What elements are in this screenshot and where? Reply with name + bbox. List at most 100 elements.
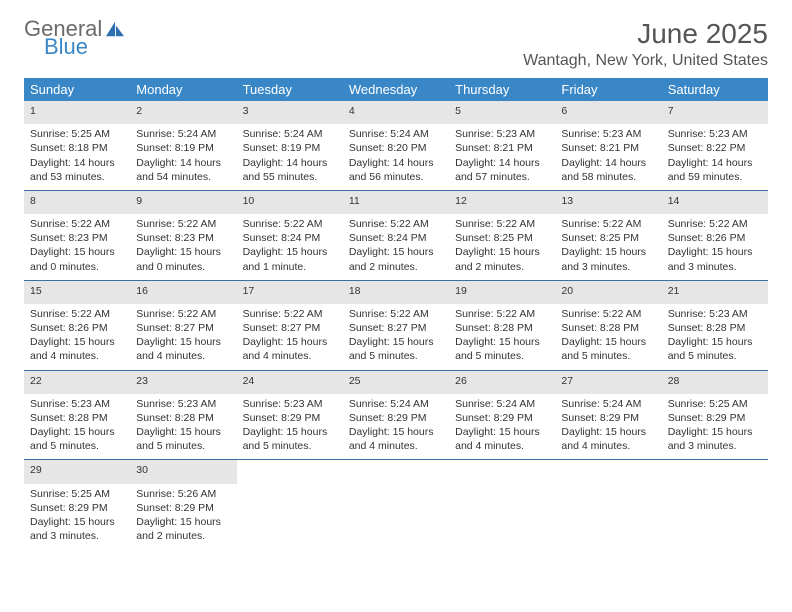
day-number: 7 [662,101,768,124]
day-number: 20 [555,280,661,304]
daylight-text: and 59 minutes. [668,170,762,184]
daylight-text: Daylight: 14 hours [455,156,549,170]
day-cell: Sunrise: 5:24 AMSunset: 8:29 PMDaylight:… [449,394,555,460]
daylight-text: and 3 minutes. [561,260,655,274]
sunset-text: Sunset: 8:21 PM [561,141,655,155]
day-cell [662,484,768,550]
sunset-text: Sunset: 8:27 PM [243,321,337,335]
daylight-text: Daylight: 15 hours [561,245,655,259]
day-cell: Sunrise: 5:25 AMSunset: 8:29 PMDaylight:… [24,484,130,550]
daylight-text: and 53 minutes. [30,170,124,184]
sunset-text: Sunset: 8:28 PM [561,321,655,335]
day-number: 6 [555,101,661,124]
sunrise-text: Sunrise: 5:22 AM [30,217,124,231]
sunrise-text: Sunrise: 5:22 AM [136,307,230,321]
sunrise-text: Sunrise: 5:22 AM [243,307,337,321]
day-cell [449,484,555,550]
sunset-text: Sunset: 8:19 PM [136,141,230,155]
daylight-text: and 2 minutes. [455,260,549,274]
day-number: 10 [237,190,343,214]
daylight-text: and 4 minutes. [349,439,443,453]
day-number: 12 [449,190,555,214]
sunset-text: Sunset: 8:20 PM [349,141,443,155]
daylight-text: Daylight: 15 hours [136,515,230,529]
day-cell: Sunrise: 5:23 AMSunset: 8:28 PMDaylight:… [130,394,236,460]
month-title: June 2025 [523,18,768,50]
day-number [237,460,343,484]
day-number: 5 [449,101,555,124]
daylight-text: and 5 minutes. [668,349,762,363]
daylight-text: and 4 minutes. [455,439,549,453]
day-cell: Sunrise: 5:22 AMSunset: 8:25 PMDaylight:… [449,214,555,280]
sunset-text: Sunset: 8:29 PM [349,411,443,425]
day-cell: Sunrise: 5:22 AMSunset: 8:28 PMDaylight:… [449,304,555,370]
day-number: 25 [343,370,449,394]
sunset-text: Sunset: 8:27 PM [136,321,230,335]
sunrise-text: Sunrise: 5:22 AM [561,307,655,321]
daylight-text: and 5 minutes. [455,349,549,363]
sunrise-text: Sunrise: 5:25 AM [668,397,762,411]
sunset-text: Sunset: 8:29 PM [30,501,124,515]
daylight-text: and 55 minutes. [243,170,337,184]
sunset-text: Sunset: 8:28 PM [30,411,124,425]
calendar-body: 1234567Sunrise: 5:25 AMSunset: 8:18 PMDa… [24,101,768,549]
daynum-row: 891011121314 [24,190,768,214]
day-cell: Sunrise: 5:25 AMSunset: 8:29 PMDaylight:… [662,394,768,460]
day-number: 22 [24,370,130,394]
daylight-text: and 0 minutes. [136,260,230,274]
sunset-text: Sunset: 8:21 PM [455,141,549,155]
day-number: 18 [343,280,449,304]
day-cell [237,484,343,550]
sunrise-text: Sunrise: 5:22 AM [349,217,443,231]
daylight-text: Daylight: 14 hours [136,156,230,170]
day-number: 24 [237,370,343,394]
day-cell: Sunrise: 5:22 AMSunset: 8:27 PMDaylight:… [237,304,343,370]
day-cell: Sunrise: 5:23 AMSunset: 8:21 PMDaylight:… [449,124,555,190]
daylight-text: Daylight: 15 hours [455,245,549,259]
sunset-text: Sunset: 8:24 PM [349,231,443,245]
day-number: 8 [24,190,130,214]
sunrise-text: Sunrise: 5:23 AM [668,307,762,321]
day-number: 15 [24,280,130,304]
week-row: Sunrise: 5:25 AMSunset: 8:18 PM Daylight:… [24,124,768,190]
day-cell: Sunrise: 5:22 AMSunset: 8:24 PMDaylight:… [237,214,343,280]
weekday-header: Saturday [662,78,768,101]
sunset-text: Sunset: 8:28 PM [668,321,762,335]
daylight-text: Daylight: 14 hours [668,156,762,170]
day-cell: Sunrise: 5:24 AMSunset: 8:29 PMDaylight:… [343,394,449,460]
sunset-text: Sunset: 8:29 PM [668,411,762,425]
daylight-text: and 58 minutes. [561,170,655,184]
daylight-text: Daylight: 15 hours [561,335,655,349]
day-cell: Sunrise: 5:22 AMSunset: 8:24 PMDaylight:… [343,214,449,280]
sunrise-text: Sunrise: 5:25 AM [30,127,124,141]
sunset-text: Sunset: 8:18 PM [30,141,124,155]
daynum-row: 22232425262728 [24,370,768,394]
daylight-text: Daylight: 15 hours [349,245,443,259]
week-row: Sunrise: 5:22 AMSunset: 8:23 PMDaylight:… [24,214,768,280]
day-number [449,460,555,484]
day-number: 29 [24,460,130,484]
sunset-text: Sunset: 8:29 PM [243,411,337,425]
week-row: Sunrise: 5:22 AMSunset: 8:26 PMDaylight:… [24,304,768,370]
logo-text-2: Blue [44,36,88,58]
sunset-text: Sunset: 8:23 PM [30,231,124,245]
sunrise-text: Sunrise: 5:23 AM [243,397,337,411]
header: General Blue June 2025 Wantagh, New York… [24,18,768,70]
location: Wantagh, New York, United States [523,52,768,70]
daylight-text: and 4 minutes. [243,349,337,363]
day-cell: Sunrise: 5:26 AMSunset: 8:29 PMDaylight:… [130,484,236,550]
day-number: 30 [130,460,236,484]
daylight-text: and 5 minutes. [136,439,230,453]
sunrise-text: Sunrise: 5:22 AM [136,217,230,231]
sunrise-text: Sunrise: 5:24 AM [136,127,230,141]
sunset-text: Sunset: 8:19 PM [243,141,337,155]
daylight-text: and 0 minutes. [30,260,124,274]
daylight-text: Daylight: 15 hours [243,245,337,259]
daynum-row: 2930 [24,460,768,484]
day-number: 14 [662,190,768,214]
day-cell: Sunrise: 5:25 AMSunset: 8:18 PMDaylight:… [24,124,130,190]
sunrise-text: Sunrise: 5:24 AM [349,397,443,411]
day-cell: Sunrise: 5:24 AMSunset: 8:20 PMDaylight:… [343,124,449,190]
sunset-text: Sunset: 8:25 PM [455,231,549,245]
daylight-text: and 2 minutes. [349,260,443,274]
